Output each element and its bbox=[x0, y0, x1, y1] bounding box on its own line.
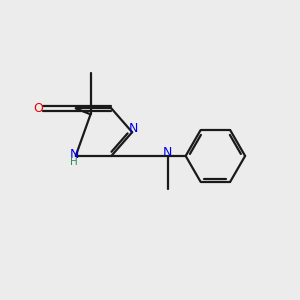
Text: N: N bbox=[70, 148, 79, 161]
Text: O: O bbox=[34, 102, 44, 115]
Text: N: N bbox=[163, 146, 172, 159]
Text: H: H bbox=[70, 158, 78, 167]
Text: N: N bbox=[129, 122, 138, 135]
